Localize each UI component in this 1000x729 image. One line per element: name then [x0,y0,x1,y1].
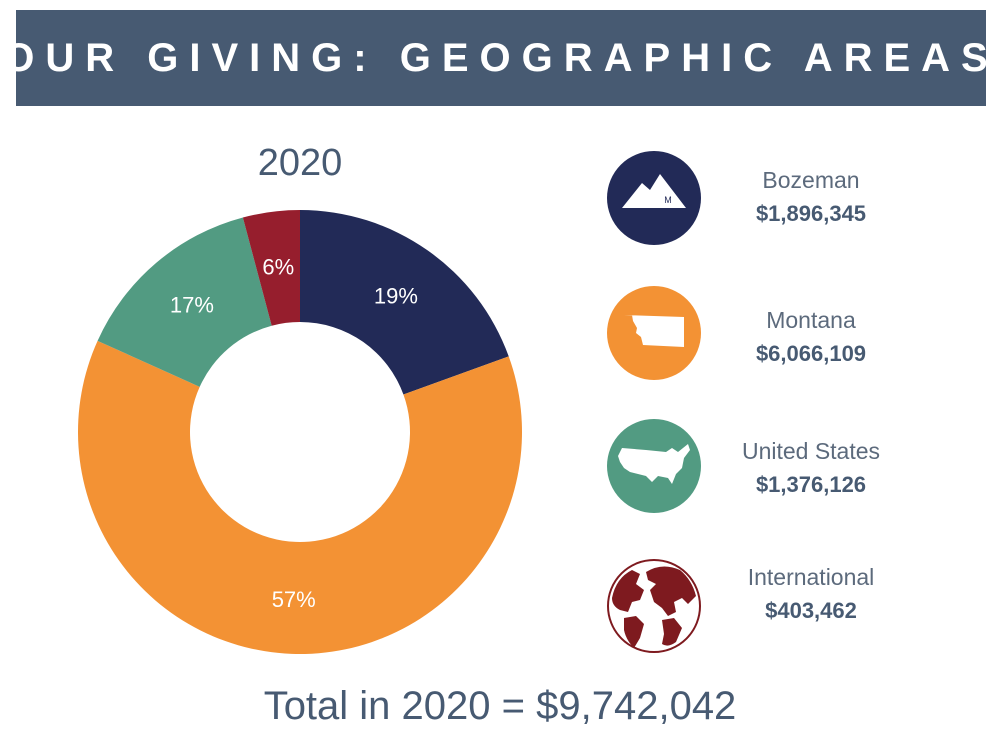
legend-name-bozeman: Bozeman [762,167,860,193]
total-summary: Total in 2020 = $9,742,042 [263,684,737,728]
legend-item-bozeman: M Bozeman $1,896,345 [606,150,906,246]
mountain-icon-letter: M [664,195,672,205]
mountain-icon: M [607,151,701,245]
slice-label-bozeman: 19% [374,283,418,308]
usa-map-icon [607,419,701,513]
legend-name-united-states: United States [741,438,881,464]
page-title: OUR GIVING: GEOGRAPHIC AREAS [3,35,999,80]
donut-chart: 19% 57% 17% 6% [77,210,523,654]
donut-slice-united-states [97,217,272,387]
donut-slice-montana [77,340,523,654]
legend-name-montana: Montana [766,307,856,333]
header-banner: OUR GIVING: GEOGRAPHIC AREAS [3,10,988,106]
slice-label-montana: 57% [272,587,316,612]
legend-item-montana: Montana $6,066,109 [606,285,906,381]
legend-amount-montana: $6,066,109 [755,341,867,366]
legend-item-international: International $403,462 [606,558,906,654]
slice-label-united-states: 17% [170,293,214,318]
chart-title: 2020 [257,142,343,184]
slice-label-international: 6% [262,254,294,279]
globe-icon [607,559,701,653]
donut-slice-bozeman [300,210,509,395]
legend-item-united-states: United States $1,376,126 [606,418,906,514]
legend-amount-united-states: $1,376,126 [755,472,867,497]
donut-slice-international [242,210,300,326]
legend-name-international: International [747,564,875,590]
legend-amount-international: $403,462 [765,598,857,623]
legend-amount-bozeman: $1,896,345 [755,201,867,226]
montana-state-icon [607,286,701,380]
